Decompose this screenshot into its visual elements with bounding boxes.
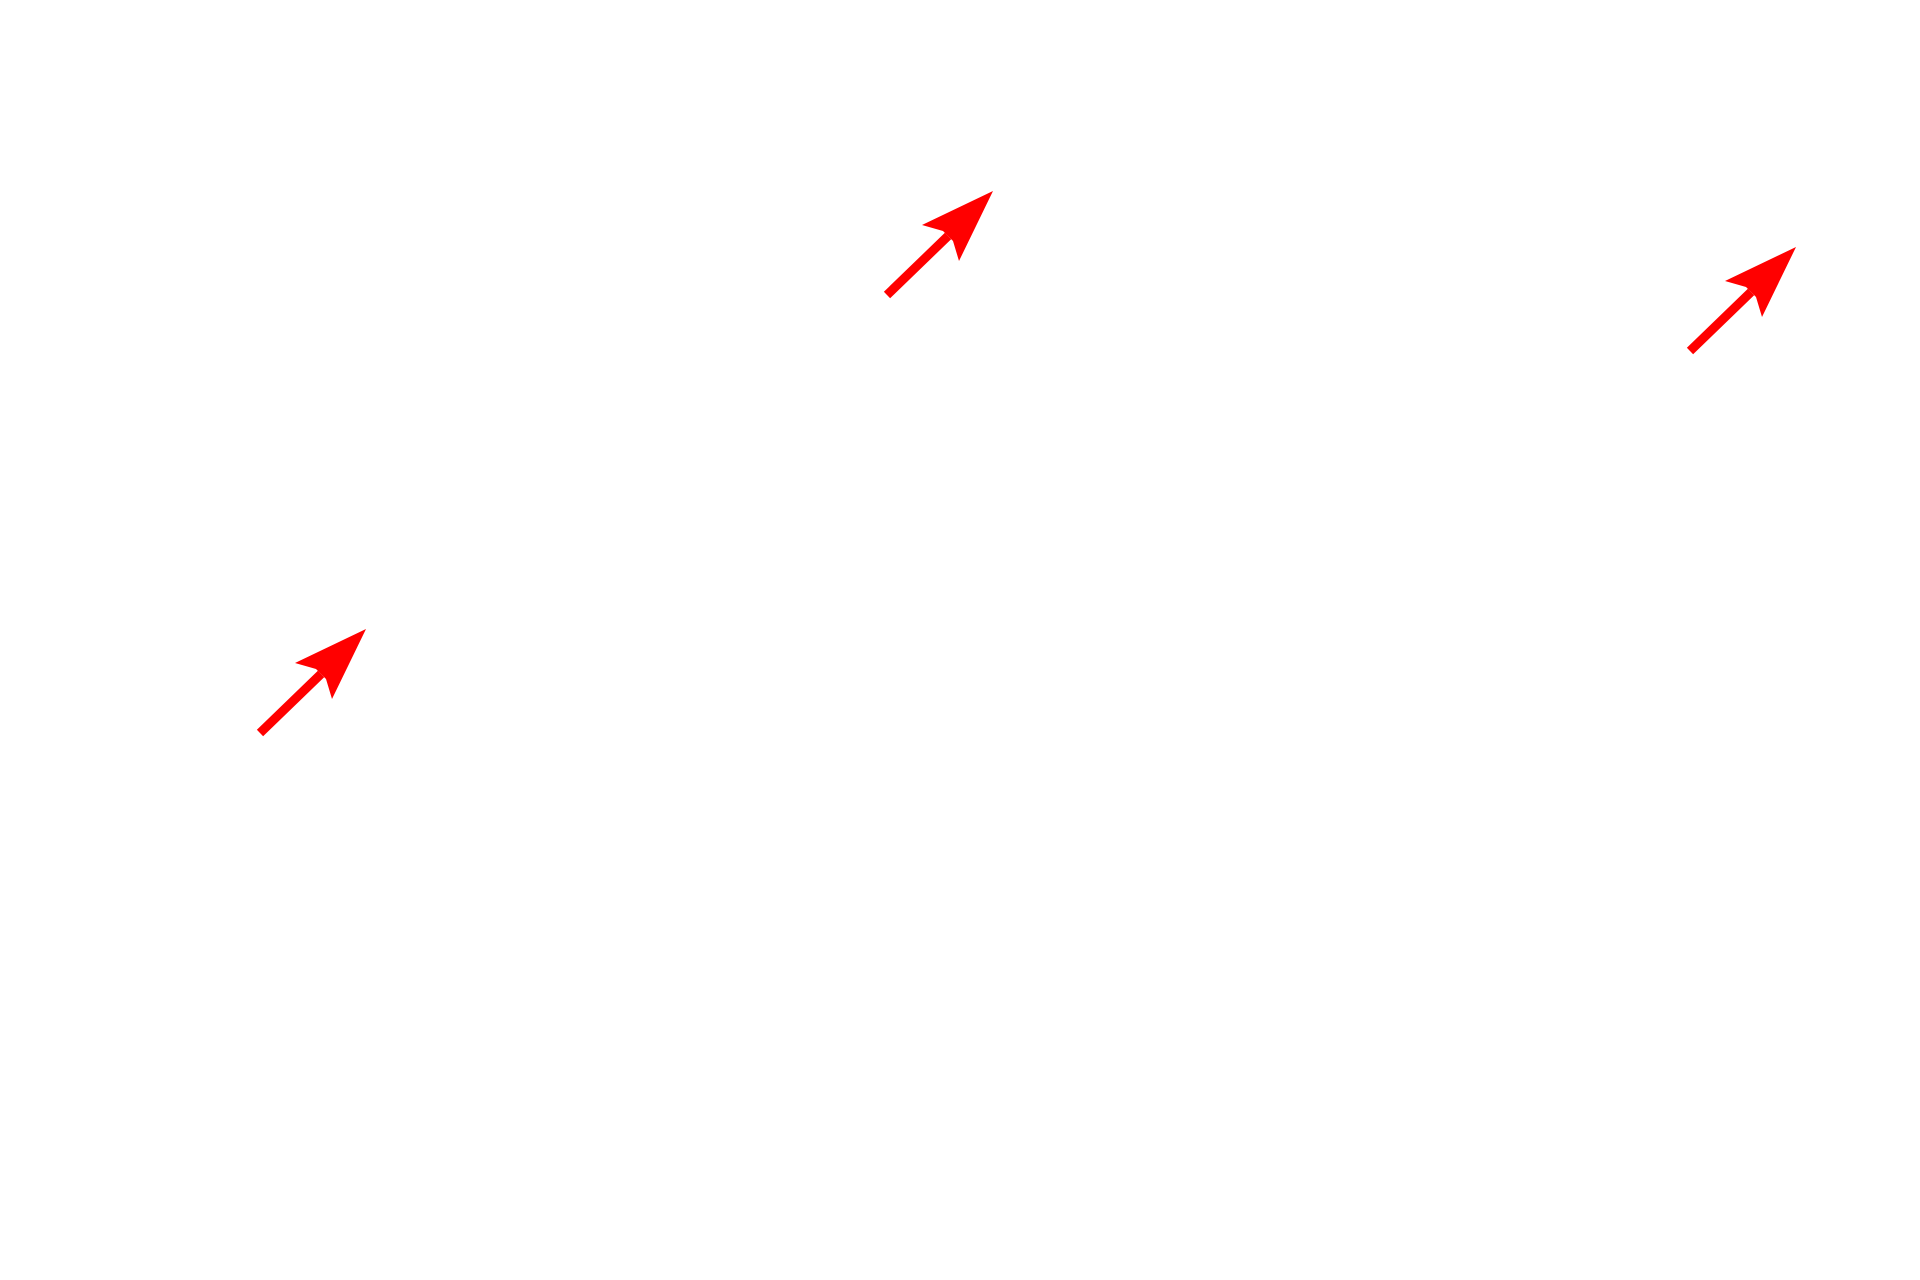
arrow-head xyxy=(295,629,366,699)
arrow-up-right-icon xyxy=(256,629,366,737)
arrow-up-right-icon xyxy=(883,191,993,299)
arrow-head xyxy=(1725,247,1796,317)
arrow-shaft xyxy=(1686,288,1755,355)
arrow-head xyxy=(922,191,993,261)
arrow-shaft xyxy=(883,232,952,299)
arrow-shaft xyxy=(256,670,325,737)
arrow-up-right-icon xyxy=(1686,247,1796,355)
